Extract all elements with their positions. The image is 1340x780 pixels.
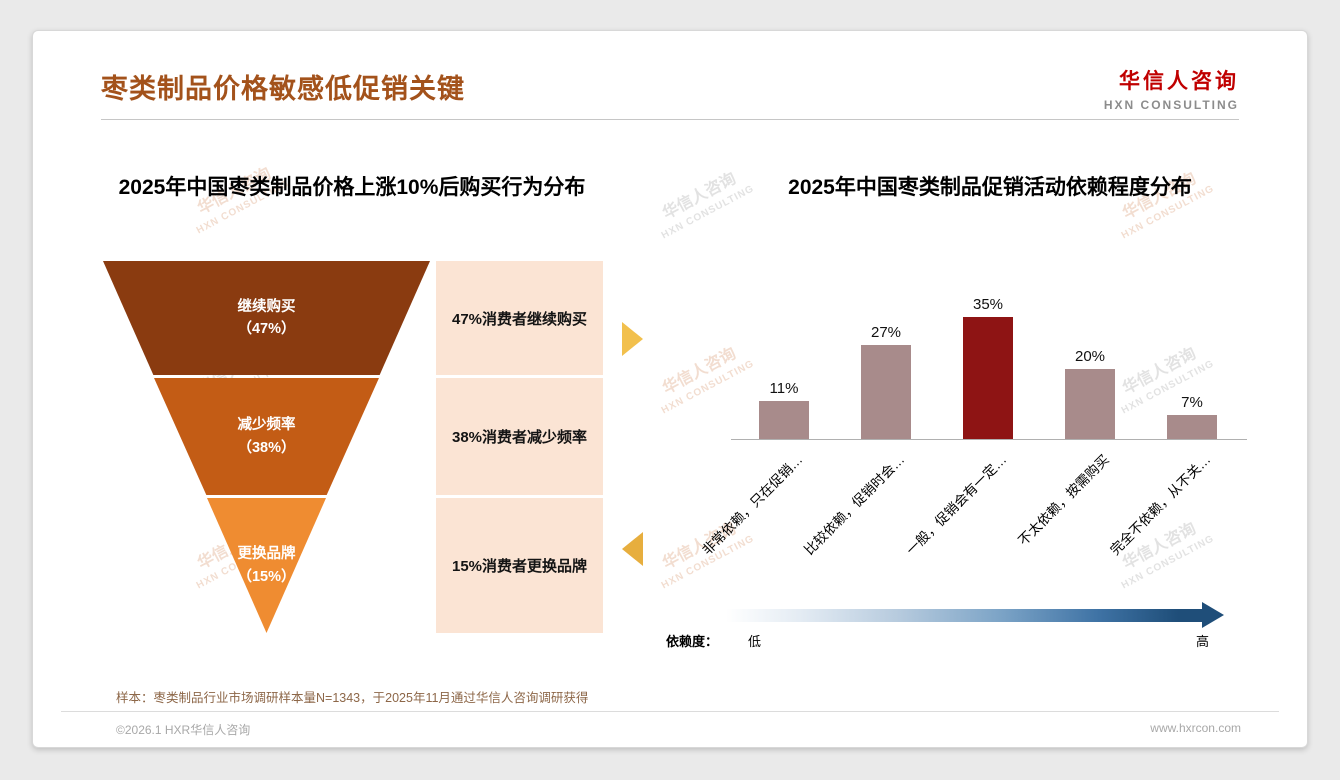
footer-website[interactable]: www.hxrcon.com — [1150, 721, 1241, 735]
funnel-segment-switch: 更换品牌 （15%） — [206, 498, 327, 633]
funnel-segment-continue: 继续购买 （47%） — [103, 261, 430, 375]
funnel-chart: 继续购买 （47%） 减少频率 （38%） 更换品牌 （15%） 47%消费者继… — [103, 261, 603, 633]
funnel-desc-reduce: 38%消费者减少频率 — [436, 378, 603, 495]
bar-value-label: 11% — [769, 379, 799, 397]
bar-slot: 7% — [1141, 293, 1243, 439]
logo-name: 华信人咨询 — [1119, 70, 1239, 93]
footer-copyright: ©2026.1 HXR华信人咨询 — [116, 723, 251, 737]
company-logo: 华信人咨询 HXN CONSULTING — [1104, 65, 1239, 112]
funnel-segment-label: 更换品牌 — [237, 546, 296, 563]
connector-arrow-right-icon — [622, 322, 643, 356]
bar-slot: 20% — [1039, 293, 1141, 439]
dependency-high-label: 高 — [1196, 634, 1210, 649]
dependency-axis-label: 依赖度： — [666, 634, 719, 649]
footer-divider — [61, 711, 1279, 712]
gradient-bar — [726, 608, 1202, 622]
bar — [861, 344, 911, 439]
funnel-desc-continue: 47%消费者继续购买 — [436, 261, 603, 375]
bar-chart-bars: 11% 27% 35% 20% 7% — [733, 293, 1243, 439]
report-card: 华信人咨询 HXN CONSULTING 华信人咨询 HXN CONSULTIN… — [32, 30, 1308, 748]
bar-value-label: 7% — [1181, 393, 1203, 411]
bar — [963, 316, 1013, 439]
bar-value-label: 27% — [870, 323, 902, 341]
funnel-shape: 继续购买 （47%） 减少频率 （38%） 更换品牌 （15%） — [103, 261, 430, 633]
tick-slot: 完全不依赖，从不关… — [1107, 443, 1243, 603]
gradient-arrowhead-icon — [1202, 602, 1224, 628]
page-title: 枣类制品价格敏感低促销关键 — [101, 74, 465, 104]
funnel-descriptions: 47%消费者继续购买 38%消费者减少频率 15%消费者更换品牌 — [436, 261, 603, 633]
bar-value-label: 35% — [972, 295, 1004, 313]
logo-subtitle: HXN CONSULTING — [1103, 98, 1239, 112]
bar-slot: 11% — [733, 293, 835, 439]
sample-footnote: 样本：枣类制品行业市场调研样本量N=1343，于2025年11月通过华信人咨询调… — [116, 691, 589, 705]
bar-chart-axis — [731, 439, 1247, 440]
funnel-segment-label: 继续购买 — [237, 298, 296, 315]
bar-slot: 35% — [937, 293, 1039, 439]
header-divider — [101, 119, 1239, 120]
funnel-desc-switch: 15%消费者更换品牌 — [436, 498, 603, 633]
funnel-chart-title: 2025年中国枣类制品价格上涨10%后购买行为分布 — [118, 176, 586, 199]
dependency-gradient-arrow — [726, 602, 1224, 628]
funnel-segment-value: （15%） — [237, 568, 296, 585]
funnel-segment-label: 减少频率 — [237, 417, 296, 434]
bar — [1065, 369, 1115, 439]
slide-content: 枣类制品价格敏感低促销关键 华信人咨询 HXN CONSULTING 2025年… — [33, 31, 1307, 747]
bar-value-label: 20% — [1074, 348, 1106, 365]
bar — [759, 400, 809, 439]
x-tick-label: 非常依赖，只在促销… — [699, 451, 806, 558]
funnel-segment-reduce: 减少频率 （38%） — [154, 378, 379, 495]
dependency-low-label: 低 — [748, 634, 762, 649]
funnel-segment-value: （47%） — [237, 321, 296, 337]
connector-arrow-left-icon — [622, 532, 643, 566]
bar-chart-title: 2025年中国枣类制品促销活动依赖程度分布 — [788, 176, 1192, 199]
bar-slot: 27% — [835, 293, 937, 439]
bar — [1167, 414, 1217, 439]
bar-chart-ticks: 非常依赖，只在促销… 比较依赖，促销时会… 一般，促销会有一定… 不太依赖，按需购买完… — [699, 443, 1243, 603]
funnel-segment-value: （38%） — [237, 439, 296, 456]
